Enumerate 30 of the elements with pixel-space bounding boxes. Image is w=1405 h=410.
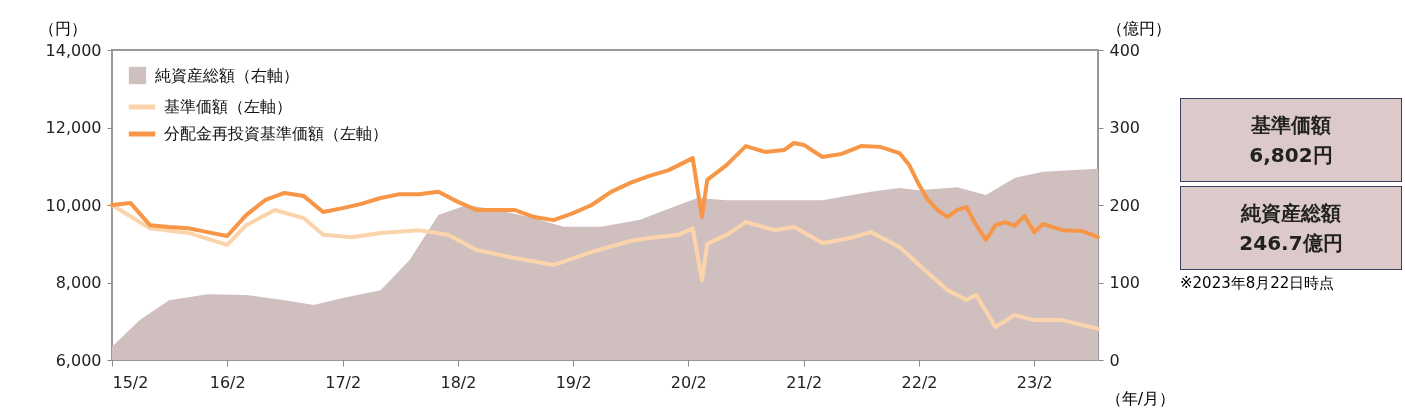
x-tick-label: 17/2 xyxy=(325,372,362,392)
y2-tick-label: 0 xyxy=(1109,350,1120,370)
y2-axis-title: （億円） xyxy=(1106,18,1171,38)
legend-label: 分配金再投資基準価額（左軸） xyxy=(164,124,388,143)
legend-label: 純資産総額（右軸） xyxy=(155,65,299,85)
x-tick-label: 19/2 xyxy=(555,372,592,392)
y-tick-label: 14,000 xyxy=(45,40,102,60)
y-tick-label: 12,000 xyxy=(45,118,102,137)
line-series xyxy=(110,203,1100,331)
y-tick-label: 10,000 xyxy=(45,195,102,215)
y2-tick-label: 300 xyxy=(1109,118,1141,137)
y-tick-label: 6,000 xyxy=(55,350,102,370)
x-axis-title: （年/月） xyxy=(1105,388,1176,408)
info-box: 純資産総額 246.7億円 xyxy=(1180,186,1402,270)
x-tick-label: 20/2 xyxy=(670,372,707,392)
x-tick-label: 16/2 xyxy=(209,372,246,392)
legend-label: 基準価額（左軸） xyxy=(164,97,292,116)
info-box: 基準価額 6,802円 xyxy=(1180,98,1402,182)
x-tick-label: 21/2 xyxy=(786,372,823,392)
x-tick-label: 18/2 xyxy=(440,372,477,392)
text: ※2023年8月22日時点 xyxy=(1180,274,1336,293)
y2-tick-label: 200 xyxy=(1109,195,1141,215)
x-tick-label: 15/2 xyxy=(112,372,149,392)
line-series xyxy=(110,141,1100,242)
x-tick-label: 22/2 xyxy=(901,372,938,392)
y-axis-title: （円） xyxy=(38,18,87,38)
y-tick-label: 8,000 xyxy=(55,273,102,292)
x-tick-label: 23/2 xyxy=(1016,372,1053,392)
y2-tick-label: 400 xyxy=(1109,40,1141,60)
y2-tick-label: 100 xyxy=(1109,273,1141,292)
